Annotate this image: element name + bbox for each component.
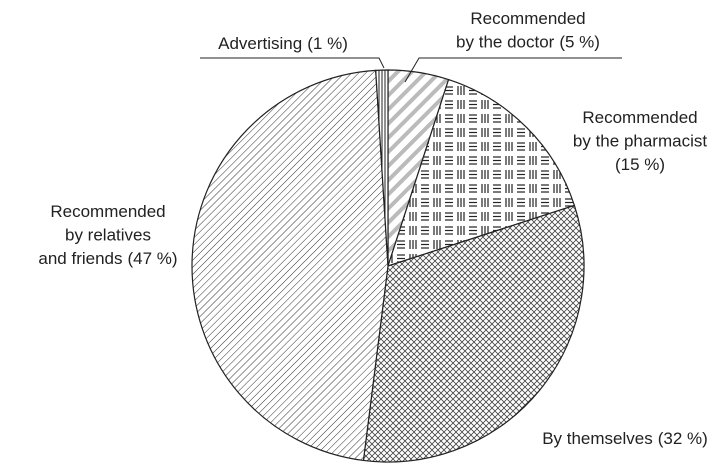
value-label: (47 %) — [128, 249, 178, 268]
label-line: Recommended — [50, 202, 165, 221]
value-label: (32 %) — [658, 429, 708, 448]
label-line: and friends — [38, 249, 122, 268]
slice-label: Recommended by relatives and friends (47 %) — [38, 202, 177, 268]
label-line: Advertising — [218, 34, 302, 53]
value-label: (5 %) — [559, 33, 600, 52]
value-label: (15 %) — [615, 155, 665, 174]
pie-slice — [387, 78, 576, 267]
slice-label: Recommended by the pharmacist (15 %) — [573, 108, 707, 174]
label-line: Recommended — [582, 108, 697, 127]
pie-slice — [191, 69, 389, 462]
label-line: by the pharmacist — [573, 132, 707, 151]
slice-label: Advertising (1 %) — [218, 34, 348, 53]
label-line: by the doctor — [456, 33, 555, 52]
slice-label: By themselves (32 %) — [542, 429, 708, 448]
leader-line — [200, 57, 385, 69]
value-label: (1 %) — [307, 34, 348, 53]
leader-line — [404, 57, 622, 83]
label-line: by relatives — [65, 226, 151, 245]
pie-slice — [375, 69, 389, 267]
label-line: Recommended — [470, 9, 585, 28]
slice-label: Recommended by the doctor (5 %) — [456, 9, 600, 52]
pie-slice — [362, 204, 585, 463]
label-line: By themselves — [542, 429, 653, 448]
slices — [191, 69, 585, 463]
